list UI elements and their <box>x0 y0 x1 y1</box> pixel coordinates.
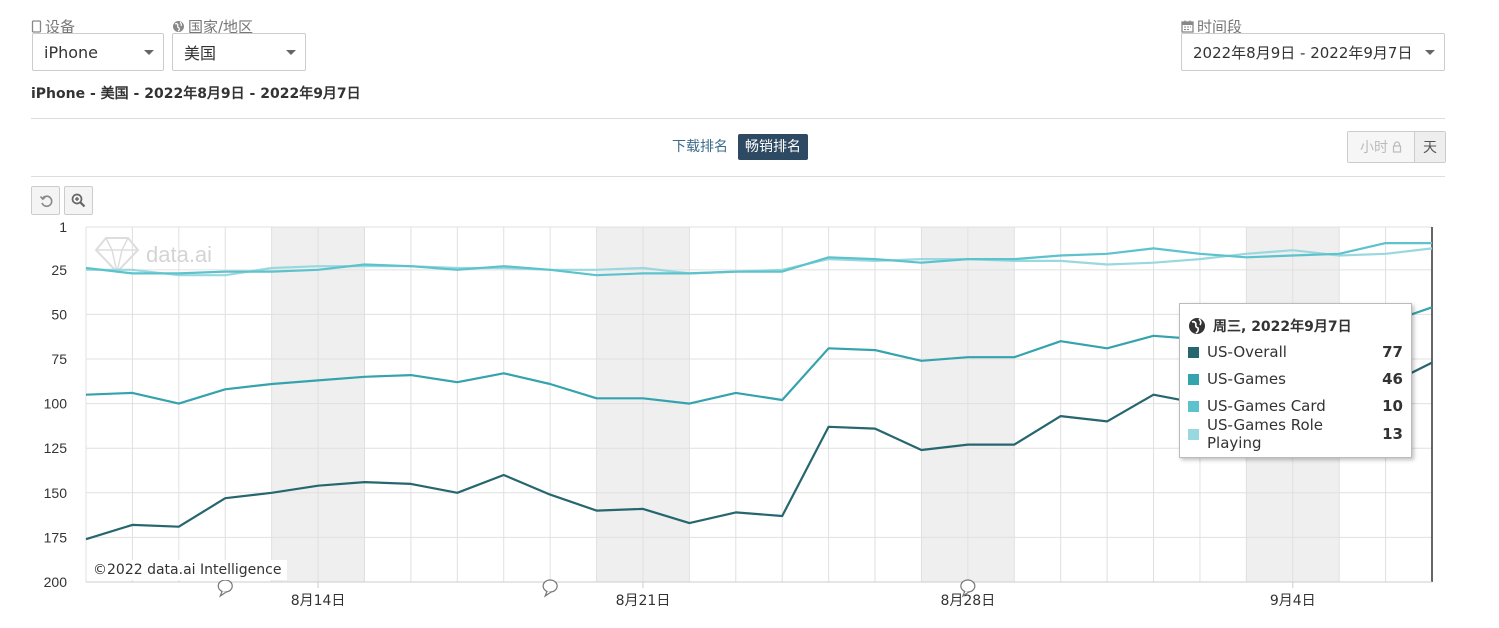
annotation-icon[interactable] <box>217 579 233 598</box>
tooltip-row: US-Games 46 <box>1188 369 1403 389</box>
tooltip-row: US-Games Card 10 <box>1188 396 1403 416</box>
series-swatch <box>1188 400 1199 412</box>
y-tick-label: 1 <box>59 219 67 235</box>
x-tick-label: 8月21日 <box>616 593 671 609</box>
x-tick-label: 8月28日 <box>940 593 995 609</box>
y-tick-label: 100 <box>44 396 68 412</box>
tooltip-series-name: US-Overall <box>1207 343 1287 361</box>
reset-icon <box>39 194 52 207</box>
tooltip-series-value: 13 <box>1382 425 1403 443</box>
tab-grossing[interactable]: 畅销排名 <box>738 134 808 160</box>
period-label-text: 时间段 <box>1197 18 1243 36</box>
granularity-hour-label: 小时 <box>1360 140 1388 156</box>
annotation-icon[interactable] <box>960 579 976 598</box>
tooltip-series-name: US-Games <box>1207 370 1286 388</box>
chevron-down-icon <box>1425 50 1435 55</box>
country-label: 国家/地区 <box>172 16 253 37</box>
tooltip-series-value: 10 <box>1382 397 1403 415</box>
zoom-button[interactable] <box>64 186 93 215</box>
annotation-tail <box>218 590 227 598</box>
tooltip-series-value: 77 <box>1382 343 1403 361</box>
chevron-down-icon <box>286 50 296 55</box>
y-tick-label: 50 <box>51 306 67 322</box>
calendar-icon <box>1181 20 1194 33</box>
y-tick-label: 175 <box>44 529 68 545</box>
y-tick-label: 200 <box>44 574 68 590</box>
device-icon <box>31 20 42 33</box>
device-select-value: iPhone <box>44 42 99 62</box>
annotation-tail <box>961 590 970 598</box>
country-select[interactable]: 美国 <box>172 33 306 71</box>
tab-downloads[interactable]: 下载排名 <box>672 139 728 155</box>
annotation-bubble <box>542 579 558 593</box>
divider <box>31 118 1445 119</box>
tooltip-header: 周三, 2022年9月7日 <box>1188 316 1352 336</box>
chevron-down-icon <box>144 50 154 55</box>
tooltip-row: US-Overall 77 <box>1188 342 1403 362</box>
granularity-toggle: 小时 天 <box>1347 131 1446 163</box>
reset-zoom-button[interactable] <box>31 186 60 215</box>
period-select-value: 2022年8月9日 - 2022年9月7日 <box>1193 43 1413 62</box>
copyright: ©2022 data.ai Intelligence <box>87 560 288 580</box>
tooltip-date: 周三, 2022年9月7日 <box>1213 319 1352 335</box>
diamond-logo-icon <box>94 237 140 274</box>
series-line <box>85 242 1432 277</box>
globe-icon <box>1189 318 1205 334</box>
device-label-text: 设备 <box>45 18 76 36</box>
y-tick-label: 25 <box>51 262 67 278</box>
annotation-bubble <box>217 579 233 593</box>
tooltip-series-value: 46 <box>1382 370 1403 388</box>
annotation-tail <box>543 590 552 598</box>
y-tick-label: 150 <box>44 485 68 501</box>
period-label: 时间段 <box>1181 16 1242 37</box>
annotation-bubble <box>960 579 976 593</box>
x-tick-label: 9月4日 <box>1270 593 1316 609</box>
globe-icon <box>173 21 184 32</box>
tooltip-series-name: US-Games Role Playing <box>1207 416 1324 452</box>
country-label-text: 国家/地区 <box>188 18 254 36</box>
series-swatch <box>1188 346 1199 358</box>
series-swatch <box>1188 428 1199 440</box>
watermark-text: data.ai <box>146 242 212 267</box>
report-subtitle: iPhone - 美国 - 2022年8月9日 - 2022年9月7日 <box>31 86 361 102</box>
y-tick-label: 125 <box>44 440 68 456</box>
lock-icon <box>1392 141 1402 153</box>
rank-type-tabs: 下载排名 畅销排名 <box>668 134 808 160</box>
period-select[interactable]: 2022年8月9日 - 2022年9月7日 <box>1181 33 1445 71</box>
x-tick-label: 8月14日 <box>291 593 346 609</box>
granularity-day[interactable]: 天 <box>1414 132 1445 162</box>
granularity-hour[interactable]: 小时 <box>1348 132 1414 162</box>
divider <box>31 176 1445 177</box>
tooltip-series-name: US-Games Card <box>1207 397 1326 415</box>
annotation-icon[interactable] <box>542 579 558 598</box>
device-label: 设备 <box>31 16 75 37</box>
chart-tooltip: 周三, 2022年9月7日 US-Overall 77 US-Games 46 … <box>1179 303 1412 458</box>
series-swatch <box>1188 373 1199 385</box>
y-tick-label: 75 <box>51 351 67 367</box>
device-select[interactable]: iPhone <box>32 33 164 71</box>
country-select-value: 美国 <box>184 44 217 63</box>
tooltip-row: US-Games Role Playing 13 <box>1188 416 1403 452</box>
watermark: data.ai <box>94 237 212 274</box>
zoom-icon <box>71 193 86 208</box>
